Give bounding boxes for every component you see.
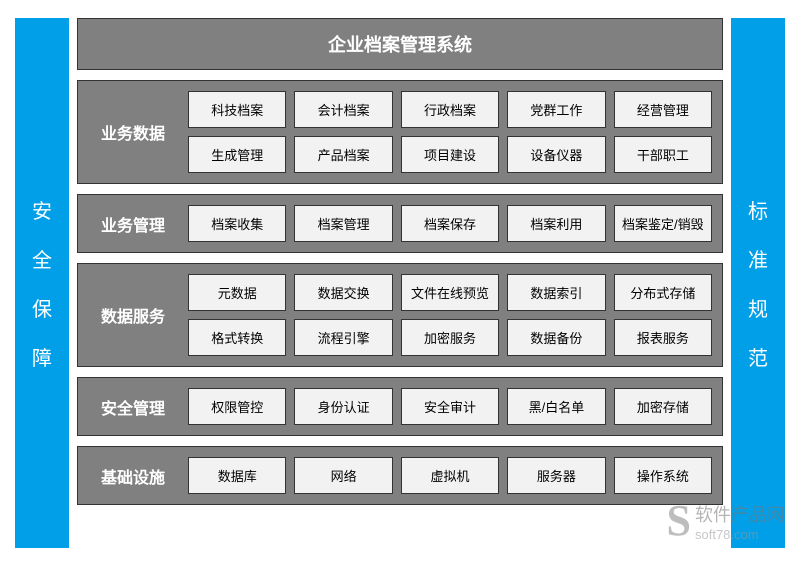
- module-item: 生成管理: [188, 136, 286, 173]
- layer-label: 业务数据: [78, 81, 188, 183]
- module-item: 身份认证: [294, 388, 392, 425]
- item-line: 格式转换流程引擎加密服务数据备份报表服务: [188, 319, 712, 356]
- item-line: 权限管控身份认证安全审计黑/白名单加密存储: [188, 388, 712, 425]
- layer-row: 数据服务元数据数据交换文件在线预览数据索引分布式存储格式转换流程引擎加密服务数据…: [77, 263, 723, 367]
- module-item: 数据索引: [507, 274, 605, 311]
- module-item: 项目建设: [401, 136, 499, 173]
- item-line: 生成管理产品档案项目建设设备仪器干部职工: [188, 136, 712, 173]
- module-item: 干部职工: [614, 136, 712, 173]
- module-item: 经营管理: [614, 91, 712, 128]
- module-item: 黑/白名单: [507, 388, 605, 425]
- layer-row: 业务管理档案收集档案管理档案保存档案利用档案鉴定/销毁: [77, 194, 723, 253]
- item-line: 数据库网络虚拟机服务器操作系统: [188, 457, 712, 494]
- module-item: 分布式存储: [614, 274, 712, 311]
- module-item: 网络: [294, 457, 392, 494]
- layer-items: 科技档案会计档案行政档案党群工作经营管理生成管理产品档案项目建设设备仪器干部职工: [188, 81, 722, 183]
- module-item: 设备仪器: [507, 136, 605, 173]
- pillar-char: 安: [32, 195, 52, 224]
- module-item: 加密服务: [401, 319, 499, 356]
- module-item: 数据库: [188, 457, 286, 494]
- pillar-char: 准: [748, 244, 768, 273]
- module-item: 档案收集: [188, 205, 286, 242]
- pillar-char: 标: [748, 195, 768, 224]
- layer-label: 安全管理: [78, 378, 188, 435]
- item-line: 元数据数据交换文件在线预览数据索引分布式存储: [188, 274, 712, 311]
- module-item: 加密存储: [614, 388, 712, 425]
- pillar-char: 范: [748, 342, 768, 371]
- watermark-text-bottom: soft78.com: [695, 527, 785, 542]
- layer-row: 基础设施数据库网络虚拟机服务器操作系统: [77, 446, 723, 505]
- module-item: 党群工作: [507, 91, 605, 128]
- watermark: S 软件产品网 soft78.com: [667, 499, 785, 543]
- layer-items: 元数据数据交换文件在线预览数据索引分布式存储格式转换流程引擎加密服务数据备份报表…: [188, 264, 722, 366]
- right-pillar: 标 准 规 范: [731, 18, 785, 548]
- layer-row: 业务数据科技档案会计档案行政档案党群工作经营管理生成管理产品档案项目建设设备仪器…: [77, 80, 723, 184]
- left-pillar: 安 全 保 障: [15, 18, 69, 548]
- module-item: 流程引擎: [294, 319, 392, 356]
- module-item: 档案管理: [294, 205, 392, 242]
- item-line: 科技档案会计档案行政档案党群工作经营管理: [188, 91, 712, 128]
- module-item: 操作系统: [614, 457, 712, 494]
- module-item: 档案利用: [507, 205, 605, 242]
- diagram-root: 安 全 保 障 企业档案管理系统 业务数据科技档案会计档案行政档案党群工作经营管…: [15, 18, 785, 548]
- watermark-text-top: 软件产品网: [695, 505, 785, 525]
- module-item: 数据交换: [294, 274, 392, 311]
- system-title: 企业档案管理系统: [77, 18, 723, 70]
- pillar-char: 障: [32, 342, 52, 371]
- module-item: 数据备份: [507, 319, 605, 356]
- module-item: 服务器: [507, 457, 605, 494]
- layer-items: 数据库网络虚拟机服务器操作系统: [188, 447, 722, 504]
- center-column: 企业档案管理系统 业务数据科技档案会计档案行政档案党群工作经营管理生成管理产品档…: [77, 18, 723, 548]
- module-item: 科技档案: [188, 91, 286, 128]
- module-item: 会计档案: [294, 91, 392, 128]
- module-item: 行政档案: [401, 91, 499, 128]
- pillar-char: 保: [32, 293, 52, 322]
- item-line: 档案收集档案管理档案保存档案利用档案鉴定/销毁: [188, 205, 712, 242]
- module-item: 权限管控: [188, 388, 286, 425]
- module-item: 产品档案: [294, 136, 392, 173]
- module-item: 格式转换: [188, 319, 286, 356]
- layer-items: 档案收集档案管理档案保存档案利用档案鉴定/销毁: [188, 195, 722, 252]
- module-item: 文件在线预览: [401, 274, 499, 311]
- module-item: 安全审计: [401, 388, 499, 425]
- layer-items: 权限管控身份认证安全审计黑/白名单加密存储: [188, 378, 722, 435]
- pillar-char: 全: [32, 244, 52, 273]
- layer-label: 数据服务: [78, 264, 188, 366]
- module-item: 档案鉴定/销毁: [614, 205, 712, 242]
- layer-label: 业务管理: [78, 195, 188, 252]
- layer-label: 基础设施: [78, 447, 188, 504]
- module-item: 档案保存: [401, 205, 499, 242]
- pillar-char: 规: [748, 293, 768, 322]
- module-item: 元数据: [188, 274, 286, 311]
- layer-row: 安全管理权限管控身份认证安全审计黑/白名单加密存储: [77, 377, 723, 436]
- module-item: 虚拟机: [401, 457, 499, 494]
- watermark-logo: S: [667, 499, 691, 543]
- module-item: 报表服务: [614, 319, 712, 356]
